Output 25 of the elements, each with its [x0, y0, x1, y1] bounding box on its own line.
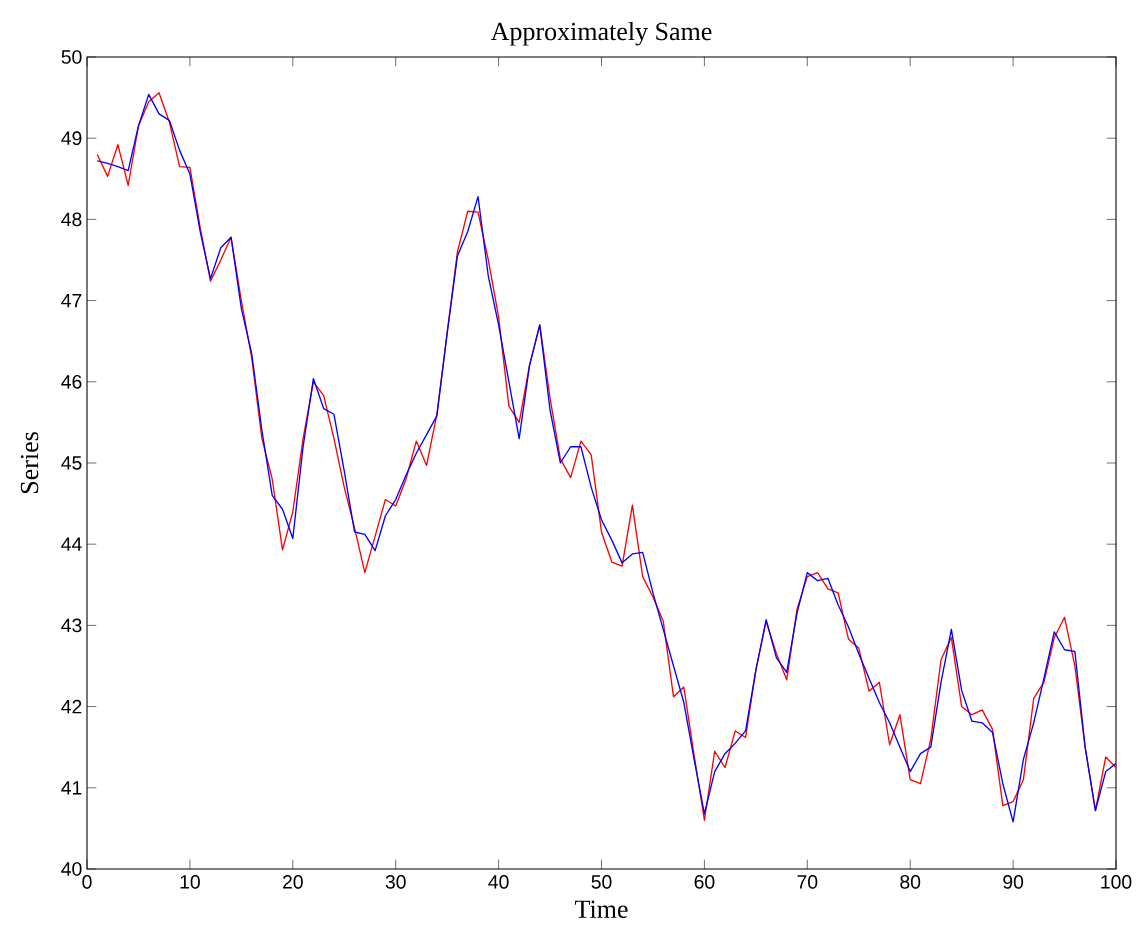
- x-tick-label: 70: [797, 875, 818, 889]
- y-tick-label: 46: [61, 374, 82, 389]
- x-tick-label: 20: [283, 875, 303, 889]
- y-axis-title: Series: [20, 432, 39, 494]
- x-tick-label: 60: [694, 875, 715, 889]
- y-tick-label: 49: [61, 131, 82, 146]
- y-tick-label: 42: [61, 699, 82, 714]
- x-tick-label: 90: [1003, 875, 1024, 889]
- y-tick-label: 45: [61, 456, 82, 470]
- x-tick-label: 10: [180, 875, 200, 889]
- x-tick-label: 40: [488, 875, 509, 889]
- x-tick-label: 50: [591, 875, 612, 889]
- y-tick-label: 48: [61, 212, 82, 227]
- x-tick-label: 80: [900, 875, 921, 889]
- y-tick-label: 44: [61, 537, 82, 551]
- y-tick-label: 50: [61, 50, 82, 64]
- x-tick-label: 30: [385, 875, 406, 889]
- y-tick-label: 43: [61, 618, 82, 633]
- y-tick-label: 40: [61, 862, 82, 876]
- x-tick-label: 100: [1101, 875, 1132, 889]
- x-tick-label: 0: [82, 875, 92, 889]
- chart-title: Approximately Same: [490, 21, 712, 46]
- x-axis-title: Time: [574, 900, 628, 918]
- y-tick-label: 41: [61, 781, 82, 795]
- y-tick-label: 47: [61, 293, 82, 308]
